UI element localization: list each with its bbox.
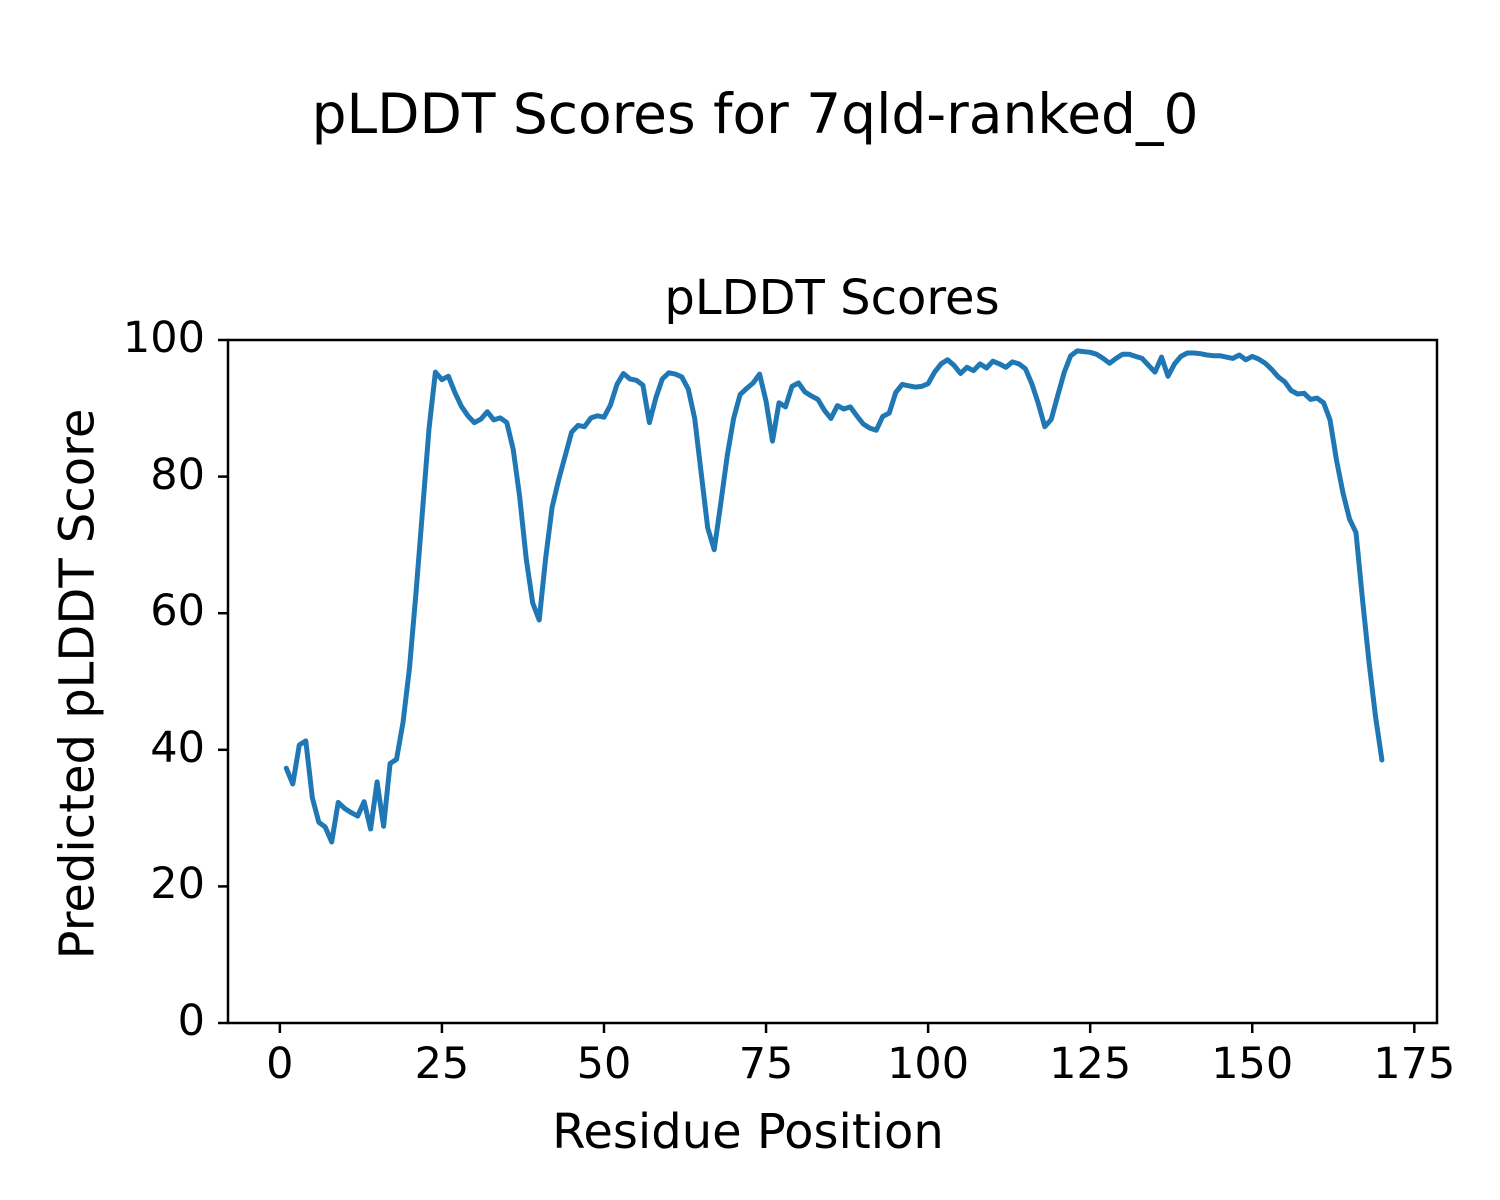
x-tick-label: 125 — [1049, 1039, 1132, 1089]
y-tick-label: 40 — [150, 722, 205, 773]
x-tick-label: 25 — [414, 1039, 470, 1089]
x-tick-label: 150 — [1211, 1039, 1294, 1089]
axes-title: pLDDT Scores — [664, 270, 1000, 326]
y-tick-label: 20 — [150, 859, 205, 910]
y-axis-label: Predicted pLDDT Score — [49, 408, 106, 960]
plot-spines — [226, 338, 1439, 1025]
y-tick-label: 0 — [177, 996, 205, 1046]
x-tick-label: 75 — [738, 1039, 794, 1089]
y-tick-label: 80 — [150, 449, 205, 500]
x-tick-label: 0 — [266, 1039, 294, 1089]
x-tick-label: 100 — [887, 1039, 970, 1089]
x-axis-label: Residue Position — [552, 1104, 944, 1160]
x-tick-label: 50 — [576, 1039, 632, 1089]
figure-title: pLDDT Scores for 7qld-ranked_0 — [311, 82, 1199, 146]
plddt-line — [283, 348, 1385, 845]
x-tick-label: 175 — [1373, 1039, 1456, 1089]
y-tick-label: 60 — [150, 586, 205, 637]
y-tick-label: 100 — [122, 313, 205, 363]
